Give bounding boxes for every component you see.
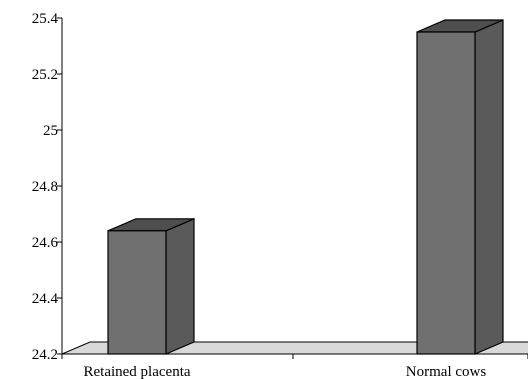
bars [107, 19, 504, 355]
y-tick-label: 24.2 [32, 347, 58, 363]
bar-side-face [474, 19, 504, 355]
y-tick-label: 25.2 [32, 67, 58, 83]
bar [107, 217, 195, 355]
x-category-label: Normal cows [406, 364, 487, 379]
bar [416, 19, 504, 355]
x-axis: Retained placenta Normal cows [61, 353, 528, 379]
bar-side-face [165, 217, 195, 355]
y-tick-label: 25.4 [32, 11, 59, 27]
y-tick-label: 24.4 [32, 291, 59, 307]
y-tick-label: 24.8 [32, 179, 58, 195]
y-axis: 24.2 24.4 24.6 24.8 25 25.2 25.4 [32, 11, 63, 363]
bar-front-face [416, 31, 476, 355]
bar-front-face [107, 230, 167, 355]
y-tick-label: 25 [43, 123, 58, 139]
x-category-label: Retained placenta [83, 364, 190, 379]
y-tick-label: 24.6 [32, 235, 59, 251]
